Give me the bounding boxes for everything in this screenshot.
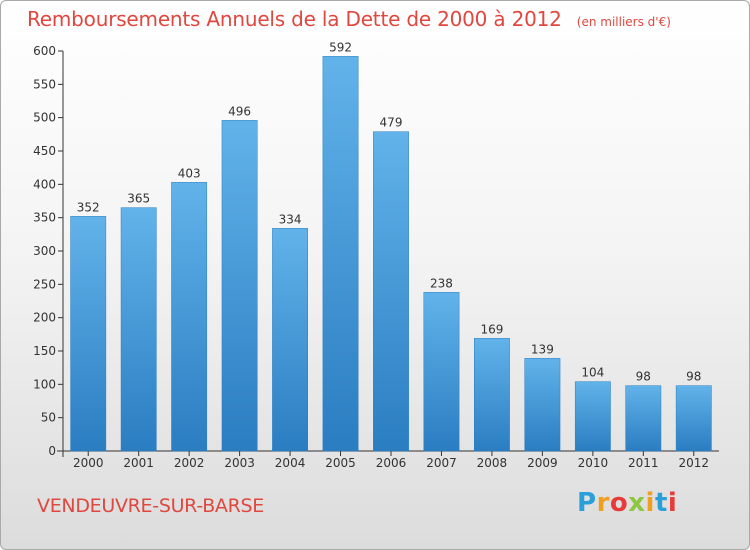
- bar-2010: [574, 381, 611, 452]
- logo-letter: i: [667, 488, 678, 518]
- y-tick-label: 250: [33, 277, 56, 291]
- axes: 0 50 100 150 200 250 300 350 400 450 500 550 600: [33, 44, 719, 458]
- title-row: Remboursements Annuels de la Dette de 20…: [27, 7, 671, 31]
- bar-2001: [120, 207, 157, 452]
- bar-value-label: 104: [581, 366, 604, 380]
- y-tick-label: 300: [33, 244, 56, 258]
- bar-value-label: 334: [279, 212, 302, 226]
- logo-letter: o: [609, 488, 629, 518]
- logo-letter: i: [645, 488, 655, 518]
- commune-name: VENDEUVRE-SUR-BARSE: [37, 495, 264, 517]
- logo-letter: r: [596, 488, 610, 518]
- bars: [70, 56, 712, 452]
- x-tick-label: 2011: [628, 456, 659, 470]
- bar-value-label: 496: [228, 104, 251, 118]
- y-tick-label: 350: [33, 211, 56, 225]
- bar-2012: [675, 385, 712, 452]
- bar-value-label: 139: [531, 342, 554, 356]
- y-tick-label: 550: [33, 77, 56, 91]
- logo-letter: x: [628, 488, 646, 518]
- y-tick-label: 200: [33, 311, 56, 325]
- bar-value-label: 98: [686, 370, 701, 384]
- bar-value-label: 98: [636, 370, 651, 384]
- logo-letter: t: [654, 488, 668, 518]
- bar-2004: [272, 228, 308, 452]
- chart-unit: (en milliers d'€): [576, 15, 671, 29]
- y-tick-label: 0: [48, 444, 56, 458]
- y-tick-label: 400: [33, 177, 56, 191]
- x-tick-label: 2000: [73, 456, 104, 470]
- bar-value-label: 352: [77, 200, 100, 214]
- bar-2006: [373, 131, 409, 452]
- bar-2007: [423, 292, 460, 452]
- bar-value-label: 238: [430, 276, 453, 290]
- chart-title: Remboursements Annuels de la Dette de 20…: [27, 7, 562, 31]
- bar-2008: [474, 338, 510, 452]
- bar-2003: [221, 120, 258, 452]
- bar-2011: [625, 385, 662, 452]
- bar-value-label: 403: [178, 166, 201, 180]
- y-tick-label: 450: [33, 144, 56, 158]
- x-tick-label: 2009: [527, 456, 558, 470]
- bar-2000: [70, 216, 107, 452]
- x-tick-label: 2010: [578, 456, 609, 470]
- y-tick-label: 100: [33, 377, 56, 391]
- y-tick-label: 150: [33, 344, 56, 358]
- bar-2002: [171, 182, 208, 452]
- labels: 352 2000 365 2001 403 2002 496 2003 334 2004 592 20…: [73, 40, 709, 470]
- x-tick-label: 2012: [678, 456, 709, 470]
- x-tick-label: 2004: [275, 456, 306, 470]
- x-tick-label: 2006: [376, 456, 407, 470]
- bar-value-label: 592: [329, 40, 352, 54]
- y-tick-label: 600: [33, 44, 56, 58]
- bar-value-label: 479: [380, 116, 403, 130]
- x-tick-label: 2002: [174, 456, 205, 470]
- proxiti-logo[interactable]: Proxiti: [577, 488, 677, 518]
- bar-2009: [524, 358, 561, 452]
- bar-2005: [322, 56, 359, 452]
- logo-letter: P: [577, 488, 597, 518]
- y-tick-label: 500: [33, 111, 56, 125]
- x-tick-label: 2007: [426, 456, 457, 470]
- bar-value-label: 169: [480, 322, 503, 336]
- x-tick-label: 2008: [477, 456, 508, 470]
- bar-value-label: 365: [127, 192, 150, 206]
- x-tick-label: 2001: [123, 456, 154, 470]
- x-tick-label: 2003: [224, 456, 255, 470]
- x-tick-label: 2005: [325, 456, 356, 470]
- y-tick-label: 50: [41, 411, 56, 425]
